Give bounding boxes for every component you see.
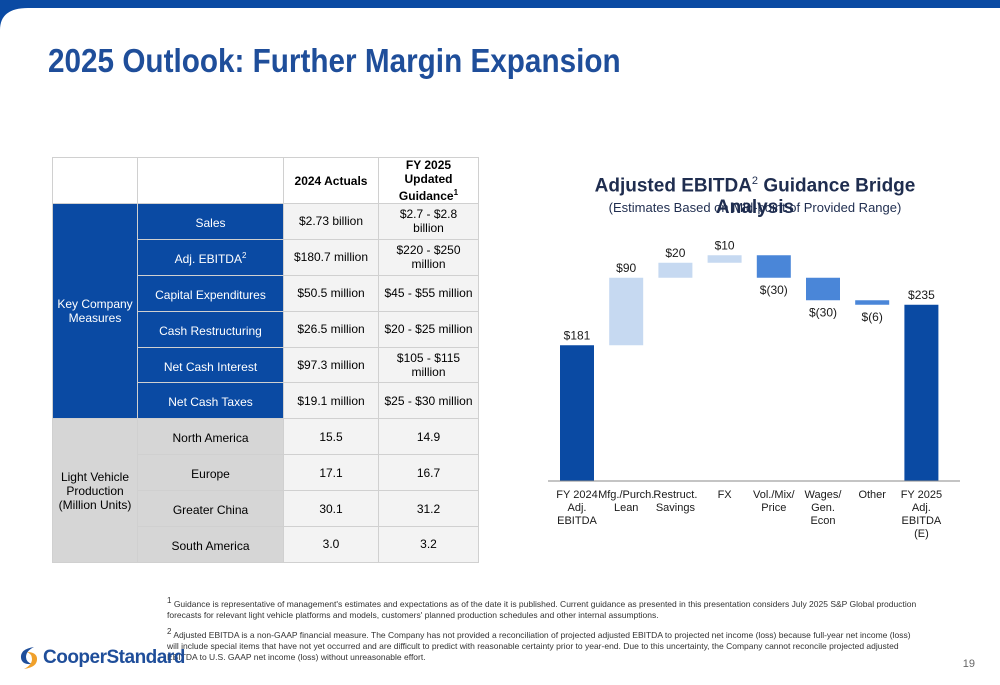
row-guidance: $25 - $30 million [378, 382, 479, 420]
chart-title: Adjusted EBITDA2 Guidance Bridge Analysi… [594, 175, 916, 219]
row-label: Cash Restructuring [137, 310, 284, 348]
data-label: $181 [564, 328, 591, 342]
category-label: Wages/Gen. Econ [805, 489, 843, 527]
row-label: Adj. EBITDA2 [137, 238, 284, 276]
row-actual: 3.0 [283, 526, 379, 563]
header-guidance: FY 2025 Updated Guidance1 [378, 157, 479, 204]
company-logo: CooperStandard [18, 645, 185, 671]
category-label: Vol./Mix/Price [753, 489, 796, 514]
header-blank [137, 157, 284, 204]
header-band [0, 0, 1000, 60]
page-title: 2025 Outlook: Further Margin Expansion [48, 42, 621, 79]
table-row: Key Company Measures Sales $2.73 billion… [52, 202, 479, 420]
row-label: Capital Expenditures [137, 274, 284, 312]
row-guidance: $45 - $55 million [378, 274, 479, 312]
table-row: South America 3.0 3.2 [53, 526, 479, 563]
row-actual: 15.5 [283, 418, 379, 456]
row-guidance: $20 - $25 million [378, 310, 479, 348]
footnote-1: 1 Guidance is representative of manageme… [167, 596, 917, 620]
category-label: FX [718, 489, 733, 501]
bar-restruct-savings [658, 262, 693, 278]
row-guidance: 16.7 [378, 454, 479, 492]
row-label: Net Cash Interest [137, 346, 284, 384]
bar-fy-2024-adj-ebitda [560, 345, 594, 481]
row-guidance: $2.7 - $2.8 billion [378, 203, 479, 240]
header-blank [52, 157, 138, 204]
table-row: Adj. EBITDA2 $180.7 million $220 - $250 … [53, 238, 479, 276]
row-label: Sales [137, 203, 284, 240]
row-guidance: 31.2 [378, 490, 479, 528]
bar-other [855, 300, 890, 305]
data-label: $235 [908, 288, 935, 302]
header-actuals: 2024 Actuals [283, 157, 379, 204]
row-actual: $26.5 million [283, 310, 379, 348]
table-row: Greater China 30.1 31.2 [53, 490, 479, 528]
row-label: North America [137, 418, 284, 456]
row-guidance: $105 - $115 million [378, 346, 479, 384]
outlook-table: 2024 Actuals FY 2025 Updated Guidance1 K… [52, 157, 479, 563]
table-row: Cash Restructuring $26.5 million $20 - $… [53, 310, 479, 348]
cooper-standard-swoosh-icon [20, 647, 38, 669]
data-label: $20 [665, 246, 685, 260]
category-label: FY 2024 Adj. EBITDA [556, 489, 597, 527]
data-label: $90 [616, 261, 636, 275]
row-actual: $97.3 million [283, 346, 379, 384]
row-actual: $180.7 million [283, 238, 379, 276]
table-row: Light Vehicle Production (Million Units)… [52, 418, 479, 563]
row-actual: $50.5 million [283, 274, 379, 312]
data-label: $(6) [862, 310, 883, 324]
row-guidance: $220 - $250 million [378, 238, 479, 276]
category-label: Restruct. Savings [653, 489, 697, 514]
footnote-2: 2 Adjusted EBITDA is a non-GAAP financia… [167, 626, 911, 662]
group-light-vehicle-production: Light Vehicle Production (Million Units) [52, 418, 138, 563]
row-label: Greater China [137, 490, 284, 528]
bar-fy-2025-adj-ebitda-e- [904, 304, 939, 481]
row-actual: 30.1 [283, 490, 379, 528]
data-label: $(30) [809, 305, 837, 319]
row-label: Net Cash Taxes [137, 382, 284, 420]
bar-mfg-purch-lean [609, 277, 644, 346]
table-row: Capital Expenditures $50.5 million $45 -… [53, 274, 479, 312]
row-actual: 17.1 [283, 454, 379, 492]
row-label: South America [137, 526, 284, 563]
bar-fx [707, 255, 742, 263]
row-guidance: 14.9 [378, 418, 479, 456]
chart-subtitle: (Estimates Based on Mid-point of Provide… [608, 200, 902, 215]
row-actual: $19.1 million [283, 382, 379, 420]
table-row: Net Cash Taxes $19.1 million $25 - $30 m… [53, 382, 479, 420]
footnotes: 1 Guidance is representative of manageme… [167, 595, 922, 668]
category-label: Other [858, 489, 886, 501]
data-label: $10 [715, 238, 735, 252]
data-label: $(30) [760, 283, 788, 297]
table-header-row: 2024 Actuals FY 2025 Updated Guidance1 [52, 157, 479, 204]
table-row: Net Cash Interest $97.3 million $105 - $… [53, 346, 479, 384]
page-number: 19 [962, 658, 975, 670]
waterfall-chart: $181 FY 2024 Adj. EBITDA $90 Mfg./Purch. Lean $… [548, 238, 960, 540]
category-label: Mfg./Purch. Lean [598, 489, 654, 514]
group-key-company-measures: Key Company Measures [52, 202, 138, 420]
category-label: FY 2025 Adj. EBITDA (E) [901, 489, 942, 540]
row-actual: $2.73 billion [283, 203, 379, 240]
bar-vol-mix-price [756, 255, 791, 278]
row-label: Europe [137, 454, 284, 492]
bar-wages-gen-econ [806, 277, 840, 301]
row-guidance: 3.2 [378, 526, 479, 563]
